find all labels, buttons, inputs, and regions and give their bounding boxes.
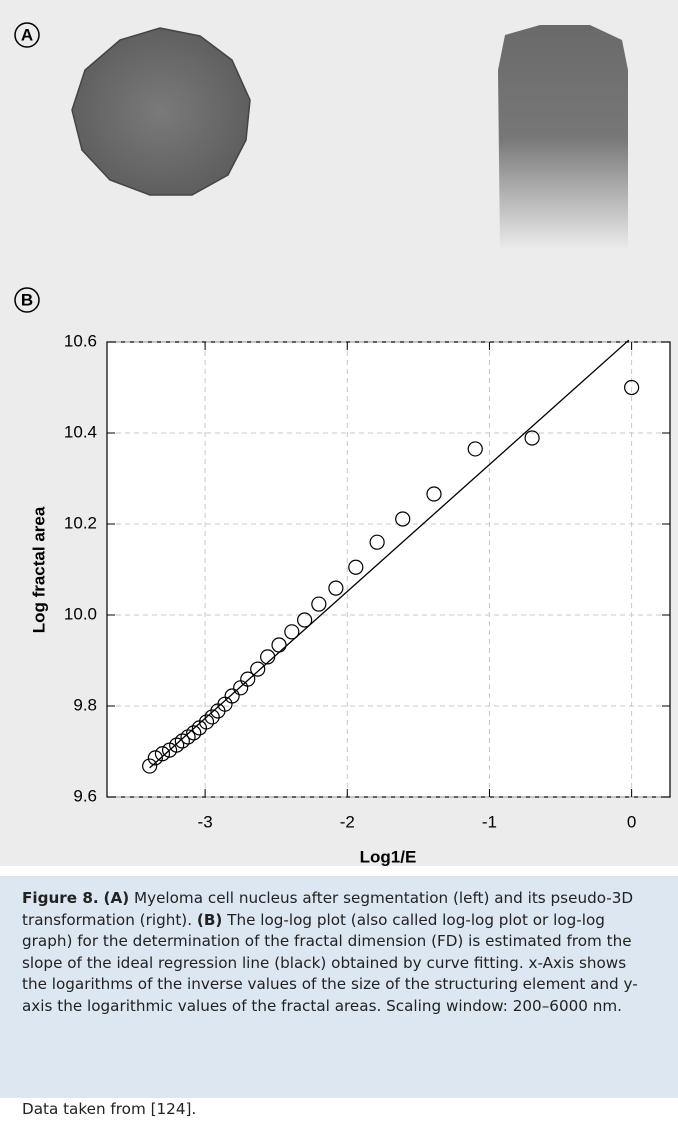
source-note: Data taken from [124]. <box>22 1100 196 1118</box>
x-axis-label: Log1/E <box>360 847 417 866</box>
caption-label: Figure 8. <box>22 889 99 907</box>
y-tick-label: 10.6 <box>64 331 97 350</box>
x-tick-label: 0 <box>627 812 636 831</box>
caption-panel-label: (B) <box>197 911 222 929</box>
x-tick-label: -3 <box>198 812 213 831</box>
y-tick-label: 10.2 <box>64 513 97 532</box>
y-tick-label: 9.6 <box>73 786 97 805</box>
caption-panel-label: (A) <box>104 889 130 907</box>
x-tick-label: -2 <box>340 812 355 831</box>
pseudo-3d-image <box>498 25 628 250</box>
x-tick-label: -1 <box>482 812 497 831</box>
figure: A B 9.6 9.8 10.0 10.2 10.4 10.6 -3 -2 -1 0 Log fr… <box>0 0 678 866</box>
page: A B 9.6 9.8 10.0 10.2 10.4 10.6 -3 -2 -1 0 Log fr… <box>0 0 678 1141</box>
panel-label: A <box>21 25 33 44</box>
y-tick-label: 10.4 <box>64 422 97 441</box>
y-tick-label: 10.0 <box>64 604 97 623</box>
y-axis-label: Log fractal area <box>29 506 48 633</box>
y-tick-label: 9.8 <box>73 695 97 714</box>
plot-area <box>107 342 670 797</box>
caption: Figure 8. (A) Myeloma cell nucleus after… <box>0 876 678 1098</box>
panel-label: B <box>21 290 33 309</box>
